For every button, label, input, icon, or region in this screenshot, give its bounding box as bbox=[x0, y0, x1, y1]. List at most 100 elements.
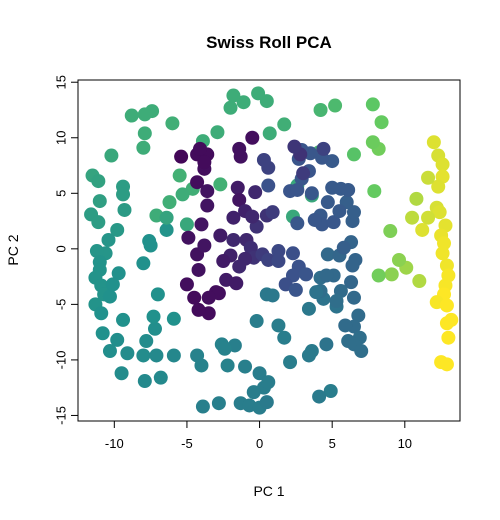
data-point bbox=[163, 195, 177, 209]
data-point bbox=[347, 147, 361, 161]
data-point bbox=[194, 358, 208, 372]
data-point bbox=[138, 374, 152, 388]
data-point bbox=[103, 290, 117, 304]
data-point bbox=[165, 116, 179, 130]
data-point bbox=[202, 291, 216, 305]
data-point bbox=[216, 254, 230, 268]
data-point bbox=[405, 211, 419, 225]
data-point bbox=[106, 277, 120, 291]
data-point bbox=[238, 252, 252, 266]
data-point bbox=[440, 316, 454, 330]
data-point bbox=[117, 203, 131, 217]
data-point bbox=[231, 181, 245, 195]
data-point bbox=[290, 183, 304, 197]
data-point bbox=[147, 310, 161, 324]
data-point bbox=[160, 211, 174, 225]
data-point bbox=[441, 331, 455, 345]
data-point bbox=[213, 229, 227, 243]
data-point bbox=[210, 125, 224, 139]
data-point bbox=[151, 287, 165, 301]
data-point bbox=[136, 141, 150, 155]
data-point bbox=[248, 185, 262, 199]
data-point bbox=[302, 348, 316, 362]
data-point bbox=[309, 285, 323, 299]
data-point bbox=[213, 177, 227, 191]
data-point bbox=[261, 375, 275, 389]
data-point bbox=[440, 357, 454, 371]
data-point bbox=[91, 215, 105, 229]
data-point bbox=[194, 217, 208, 231]
data-point bbox=[436, 246, 450, 260]
data-point bbox=[440, 298, 454, 312]
data-point bbox=[193, 142, 207, 156]
data-point bbox=[312, 390, 326, 404]
data-point bbox=[287, 140, 301, 154]
y-tick-label: 15 bbox=[53, 75, 68, 89]
x-axis: -10 -5 0 5 10 bbox=[105, 421, 412, 451]
data-point bbox=[94, 306, 108, 320]
data-point bbox=[277, 117, 291, 131]
data-point bbox=[96, 326, 110, 340]
data-point bbox=[305, 186, 319, 200]
data-point bbox=[436, 157, 450, 171]
data-point bbox=[296, 166, 310, 180]
data-point bbox=[102, 233, 116, 247]
y-tick-label: 10 bbox=[53, 131, 68, 145]
data-point bbox=[261, 179, 275, 193]
data-point bbox=[271, 254, 285, 268]
data-point bbox=[245, 131, 259, 145]
data-point bbox=[367, 184, 381, 198]
x-tick-label: 10 bbox=[398, 436, 412, 451]
x-tick-label: -5 bbox=[181, 436, 193, 451]
data-point bbox=[224, 101, 238, 115]
x-axis-label: PC 1 bbox=[253, 483, 284, 499]
y-tick-label: -15 bbox=[53, 406, 68, 425]
data-point bbox=[197, 239, 211, 253]
y-axis-label: PC 2 bbox=[5, 234, 21, 265]
data-point bbox=[180, 217, 194, 231]
data-point bbox=[321, 195, 335, 209]
data-point bbox=[218, 342, 232, 356]
data-point bbox=[427, 135, 441, 149]
data-point bbox=[392, 253, 406, 267]
y-tick-label: -10 bbox=[53, 351, 68, 370]
data-point bbox=[334, 182, 348, 196]
data-point bbox=[232, 142, 246, 156]
data-point bbox=[319, 268, 333, 282]
data-point bbox=[283, 355, 297, 369]
data-point bbox=[366, 135, 380, 149]
data-point bbox=[190, 175, 204, 189]
chart-title: Swiss Roll PCA bbox=[206, 33, 332, 52]
data-point bbox=[91, 174, 105, 188]
data-point bbox=[421, 211, 435, 225]
data-point bbox=[136, 348, 150, 362]
data-point bbox=[173, 169, 187, 183]
data-point bbox=[144, 239, 158, 253]
data-point bbox=[187, 291, 201, 305]
data-point bbox=[341, 334, 355, 348]
data-point bbox=[277, 331, 291, 345]
data-point bbox=[332, 204, 346, 218]
data-point bbox=[103, 344, 117, 358]
data-point bbox=[290, 216, 304, 230]
data-point bbox=[266, 205, 280, 219]
data-point bbox=[180, 277, 194, 291]
data-point bbox=[181, 231, 195, 245]
y-tick-label: -5 bbox=[53, 299, 68, 311]
data-point bbox=[250, 314, 264, 328]
data-point bbox=[314, 103, 328, 117]
data-point bbox=[347, 291, 361, 305]
data-points bbox=[84, 86, 458, 414]
data-point bbox=[247, 385, 261, 399]
data-point bbox=[174, 150, 188, 164]
data-point bbox=[330, 294, 344, 308]
data-point bbox=[212, 396, 226, 410]
data-point bbox=[160, 223, 174, 237]
data-point bbox=[245, 210, 259, 224]
x-tick-label: -10 bbox=[105, 436, 124, 451]
data-point bbox=[271, 318, 285, 332]
data-point bbox=[308, 213, 322, 227]
data-point bbox=[385, 267, 399, 281]
data-point bbox=[221, 358, 235, 372]
